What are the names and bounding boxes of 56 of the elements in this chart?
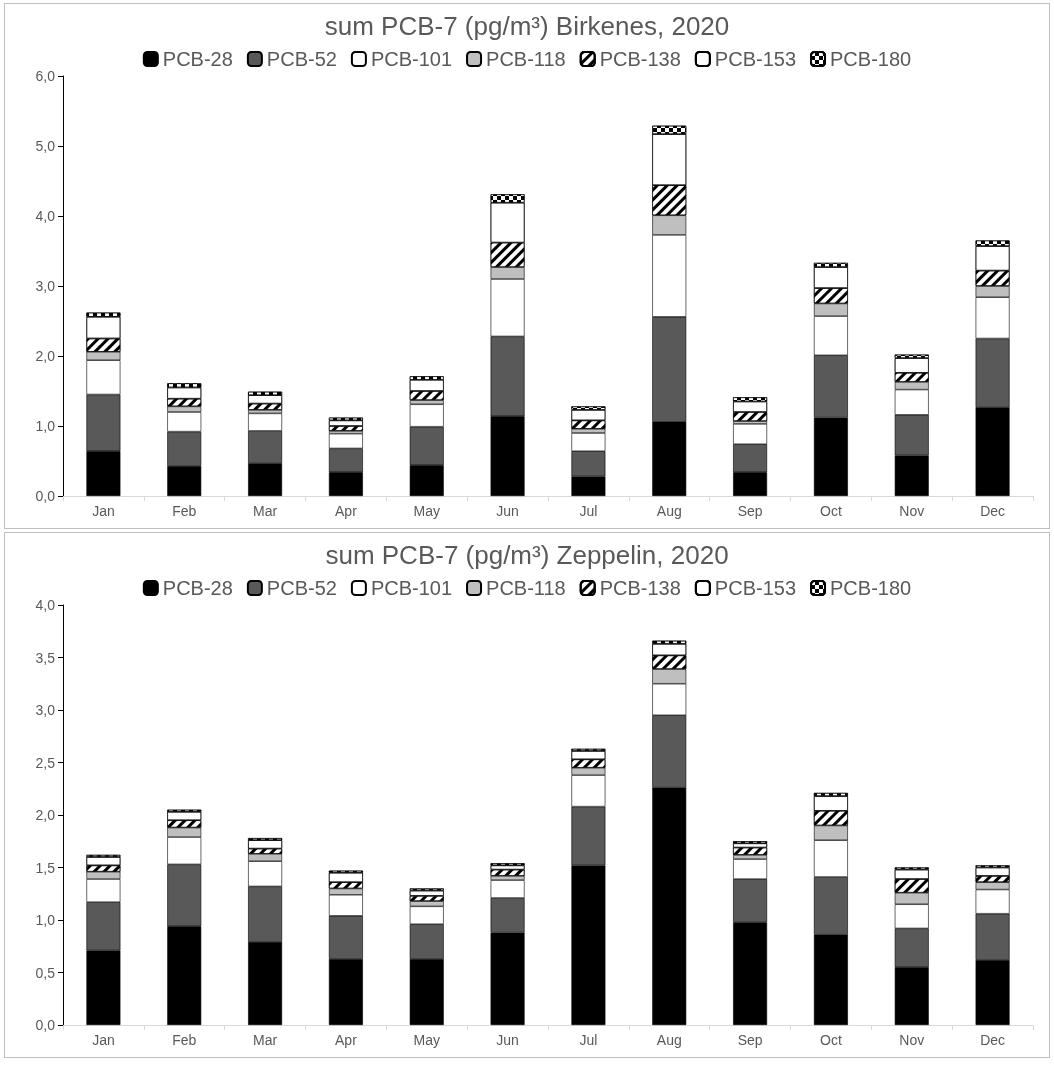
x-tick-label: Mar bbox=[253, 1032, 278, 1048]
y-tick-label: 0,0 bbox=[35, 1017, 56, 1033]
y-tick-label: 6,0 bbox=[35, 68, 56, 84]
y-tick-label: 2,5 bbox=[35, 754, 56, 771]
y-tick-label: 1,5 bbox=[35, 859, 56, 876]
y-tick-label: 3,0 bbox=[35, 278, 56, 294]
y-tick-label: 5,0 bbox=[35, 138, 56, 154]
x-tick-label: Jan bbox=[92, 1032, 115, 1048]
x-tick-label: Aug bbox=[656, 503, 682, 519]
legend-label: PCB-52 bbox=[266, 48, 337, 70]
x-tick-label: Apr bbox=[335, 503, 358, 519]
legend-label: PCB-138 bbox=[599, 48, 681, 70]
legend-label: PCB-101 bbox=[370, 48, 453, 70]
x-tick-label: May bbox=[413, 503, 440, 519]
x-tick-label: Jan bbox=[92, 503, 115, 519]
x-tick-label: Aug bbox=[656, 1032, 682, 1048]
legend-label: PCB-138 bbox=[599, 577, 681, 599]
legend-label: PCB-101 bbox=[370, 577, 453, 599]
x-tick-label: Dec bbox=[980, 1032, 1006, 1048]
y-tick-label: 1,0 bbox=[35, 418, 56, 434]
x-tick-label: Mar bbox=[253, 503, 278, 519]
x-tick-label: May bbox=[413, 1032, 440, 1048]
x-tick-label: Feb bbox=[172, 503, 197, 519]
x-tick-label: Nov bbox=[899, 1032, 925, 1048]
legend-label: PCB-28 bbox=[162, 48, 233, 70]
x-tick-label: Jun bbox=[496, 1032, 519, 1048]
y-tick-label: 1,0 bbox=[35, 912, 56, 928]
x-tick-label: Dec bbox=[980, 503, 1006, 519]
legend-label: PCB-52 bbox=[266, 577, 337, 599]
y-tick-label: 4,0 bbox=[35, 208, 56, 224]
legend-label: PCB-153 bbox=[714, 577, 797, 599]
y-tick-label: 0,5 bbox=[35, 964, 56, 981]
x-tick-label: Nov bbox=[899, 503, 925, 519]
y-tick-label: 3,5 bbox=[35, 649, 56, 666]
y-tick-label: 0,0 bbox=[35, 488, 56, 504]
x-tick-label: Feb bbox=[172, 1032, 197, 1048]
x-tick-label: Oct bbox=[820, 1032, 842, 1048]
y-tick-label: 4,0 bbox=[35, 597, 56, 613]
y-tick-label: 2,0 bbox=[35, 807, 56, 823]
legend-label: PCB-180 bbox=[830, 577, 912, 599]
x-tick-label: Jun bbox=[496, 503, 519, 519]
legend-label: PCB-28 bbox=[162, 577, 233, 599]
x-tick-label: Sep bbox=[737, 503, 763, 519]
legend-label: PCB-153 bbox=[714, 48, 797, 70]
x-tick-label: Oct bbox=[820, 503, 842, 519]
y-tick-label: 2,0 bbox=[35, 348, 56, 364]
x-tick-label: Apr bbox=[335, 1032, 358, 1048]
legend-label: PCB-180 bbox=[830, 48, 912, 70]
x-tick-label: Jul bbox=[579, 1032, 598, 1048]
y-tick-label: 3,0 bbox=[35, 702, 56, 718]
legend-label: PCB-118 bbox=[486, 48, 566, 70]
chart-title: sum PCB-7 (pg/m³) Zeppelin, 2020 bbox=[325, 540, 729, 570]
x-tick-label: Sep bbox=[737, 1032, 763, 1048]
x-tick-label: Jul bbox=[579, 503, 598, 519]
chart-title: sum PCB-7 (pg/m³) Birkenes, 2020 bbox=[324, 11, 730, 41]
legend-label: PCB-118 bbox=[486, 577, 566, 599]
